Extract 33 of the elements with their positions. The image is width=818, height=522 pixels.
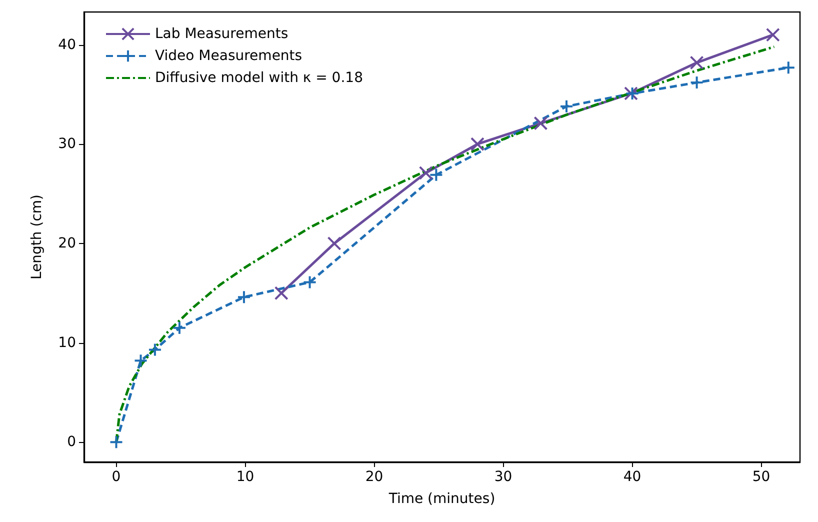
point	[470, 137, 484, 152]
point	[327, 236, 342, 250]
point	[109, 435, 124, 450]
y-tick-label: 20	[58, 235, 76, 252]
y-axis-title: Length (cm)	[29, 194, 45, 280]
point	[274, 286, 288, 300]
x-tick-label: 20	[365, 469, 384, 485]
point	[559, 99, 574, 114]
y-tick-label: 30	[58, 136, 76, 152]
point	[690, 56, 704, 70]
point	[429, 168, 444, 182]
x-tick-label: 0	[112, 469, 121, 485]
x-tick-label: 30	[494, 469, 512, 485]
point	[781, 60, 796, 75]
x-axis-title: Time (minutes)	[388, 491, 496, 507]
point	[236, 290, 251, 304]
y-tick-label: 40	[58, 36, 76, 53]
legend-label: Video Measurements	[155, 48, 302, 64]
point	[172, 320, 186, 335]
point	[418, 166, 433, 180]
point	[534, 116, 548, 130]
y-tick-label: 0	[67, 434, 76, 450]
x-tick-label: 40	[623, 469, 642, 485]
point	[766, 28, 780, 42]
x-tick-label: 50	[752, 469, 770, 485]
legend-label: Diffusive model with κ = 0.18	[155, 70, 363, 86]
point	[302, 275, 317, 290]
y-tick-label: 10	[58, 334, 76, 351]
point	[134, 354, 148, 368]
point	[148, 342, 162, 357]
x-tick-label: 10	[236, 469, 254, 485]
point	[690, 76, 704, 90]
legend-label: Lab Measurements	[155, 26, 288, 42]
